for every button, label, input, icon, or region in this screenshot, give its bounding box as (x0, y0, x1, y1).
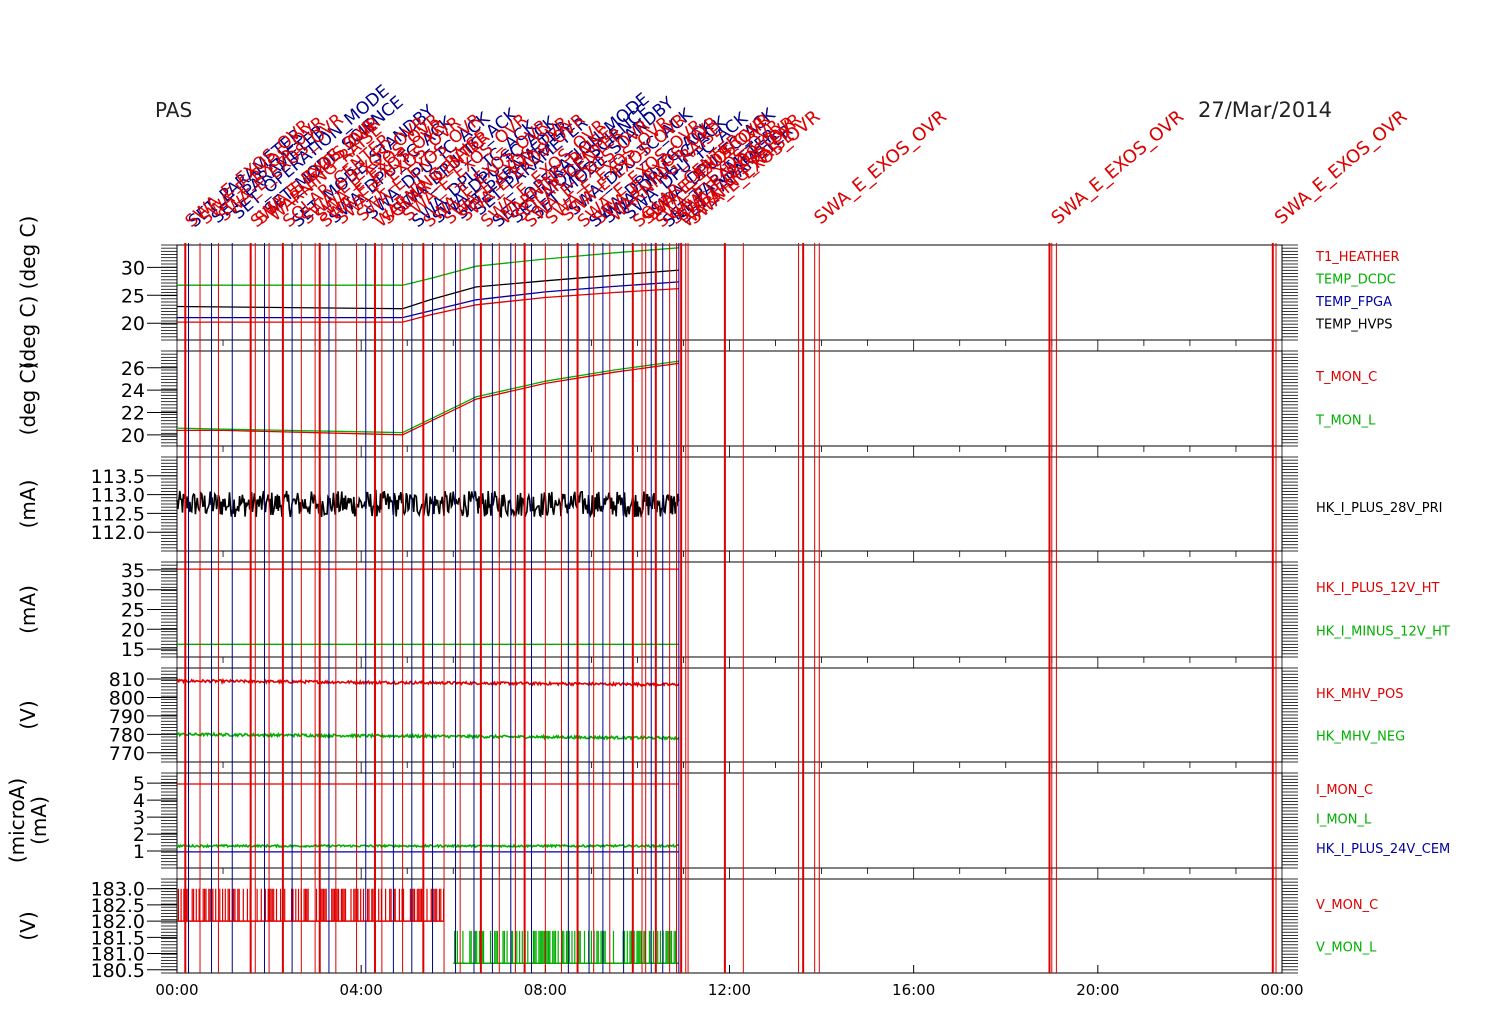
y-axis-label: (mA) (16, 585, 40, 634)
y-tick-label: 3 (133, 807, 145, 829)
y-tick-label: 24 (121, 380, 145, 402)
x-tick-label: 16:00 (892, 981, 935, 999)
y-axis-label: (mA) (16, 480, 40, 529)
y-tick-label: 20 (121, 425, 145, 447)
legend-entry: HK_I_PLUS_12V_HT (1316, 581, 1440, 596)
legend-entry: V_MON_C (1316, 898, 1378, 913)
legend-entry: HK_MHV_NEG (1316, 730, 1405, 745)
legend-entry: I_MON_C (1316, 783, 1373, 798)
y-axis-label: (V) (16, 700, 40, 729)
y-tick-label: 790 (109, 706, 145, 728)
series-line (454, 930, 677, 964)
legend-entry: I_MON_L (1316, 812, 1372, 827)
y-tick-label: 1 (133, 841, 145, 863)
legend-entry: TEMP_HVPS (1315, 318, 1392, 333)
panel-frame (176, 561, 1283, 658)
x-tick-label: 00:00 (1260, 981, 1303, 999)
y-tick-label: 5 (133, 773, 145, 795)
event-label-red: SWA_E_EXOS_OVR (1271, 106, 1411, 229)
legend-entry: TEMP_FPGA (1315, 295, 1392, 310)
instrument-title: PAS (155, 98, 193, 122)
legend-entry: T_MON_C (1315, 370, 1377, 385)
legend-entry: HK_I_MINUS_12V_HT (1316, 624, 1450, 639)
y-axis-label: (deg C) (16, 362, 40, 436)
y-tick-label: 112.5 (91, 503, 145, 525)
legend-entry: T1_HEATHER (1315, 250, 1400, 265)
y-tick-label: 26 (121, 358, 145, 380)
y-tick-label: 183.0 (91, 879, 145, 901)
y-tick-label: 4 (133, 790, 145, 812)
y-tick-label: 780 (109, 724, 145, 746)
y-tick-label: 35 (121, 560, 145, 582)
series-line (176, 489, 680, 519)
legend-entry: HK_I_PLUS_28V_PRI (1316, 501, 1442, 516)
panel-frame (176, 244, 1283, 341)
date-label: 27/Mar/2014 (1198, 98, 1332, 122)
legend-entry: T_MON_L (1315, 413, 1376, 428)
event-labels: SET_PARAMETERSET_PARAMETERSET_OPERATION_… (182, 81, 1412, 232)
series-line (177, 247, 679, 286)
y-tick-label: 180.5 (91, 960, 145, 982)
event-lines (184, 243, 1277, 973)
series-line (176, 731, 680, 741)
legend-entry: HK_MHV_POS (1316, 687, 1404, 702)
series-line (177, 888, 445, 922)
legend-entry: HK_I_PLUS_24V_CEM (1316, 842, 1450, 857)
y-tick-label: 810 (109, 669, 145, 691)
x-tick-label: 00:00 (155, 981, 198, 999)
y-tick-label: 22 (121, 402, 145, 424)
y-tick-label: 182.0 (91, 911, 145, 933)
y-tick-label: 20 (121, 619, 145, 641)
x-tick-label: 04:00 (340, 981, 383, 999)
y-tick-label: 800 (109, 687, 145, 709)
series-line (176, 677, 680, 688)
y-tick-label: 20 (121, 313, 145, 335)
y-tick-label: 770 (109, 743, 145, 765)
y-axis-label: (deg C) (deg C) (16, 216, 40, 370)
y-tick-label: 25 (121, 285, 145, 307)
y-tick-label: 113.0 (91, 485, 145, 507)
y-axis-label: (mA) (27, 796, 51, 845)
panel-1: 20 25 30 (deg C) (deg C) (16, 216, 1298, 370)
y-tick-label: 181.0 (91, 944, 145, 966)
y-tick-label: 182.5 (91, 895, 145, 917)
y-tick-label: 25 (121, 600, 145, 622)
series-line (177, 281, 679, 319)
x-tick-label: 20:00 (1076, 981, 1119, 999)
legend-entry: TEMP_DCDC (1315, 272, 1396, 287)
y-tick-label: 15 (121, 639, 145, 661)
x-tick-label: 12:00 (708, 981, 751, 999)
event-label-red: SWA_E_EXOS_OVR (1048, 106, 1188, 229)
panel-frame (176, 772, 1283, 869)
legend-entry: V_MON_L (1316, 941, 1377, 956)
y-axis-label: (V) (16, 911, 40, 940)
y-tick-label: 112.0 (91, 522, 145, 544)
series-line (177, 362, 679, 436)
series-line (176, 843, 679, 849)
y-tick-label: 30 (121, 257, 145, 279)
y-axis-label: (microA) (5, 778, 29, 863)
y-tick-label: 30 (121, 580, 145, 602)
series-group: T1_HEATHER TEMP_DCDC TEMP_FPGA TEMP_HVPS T_M… (176, 247, 1450, 965)
series-line (176, 269, 679, 310)
x-tick-label: 08:00 (524, 981, 567, 999)
y-tick-label: 113.5 (91, 466, 145, 488)
y-tick-label: 181.5 (91, 927, 145, 949)
event-label-red: SWA_E_EXOS_OVR (810, 106, 950, 229)
y-tick-label: 2 (133, 824, 145, 846)
